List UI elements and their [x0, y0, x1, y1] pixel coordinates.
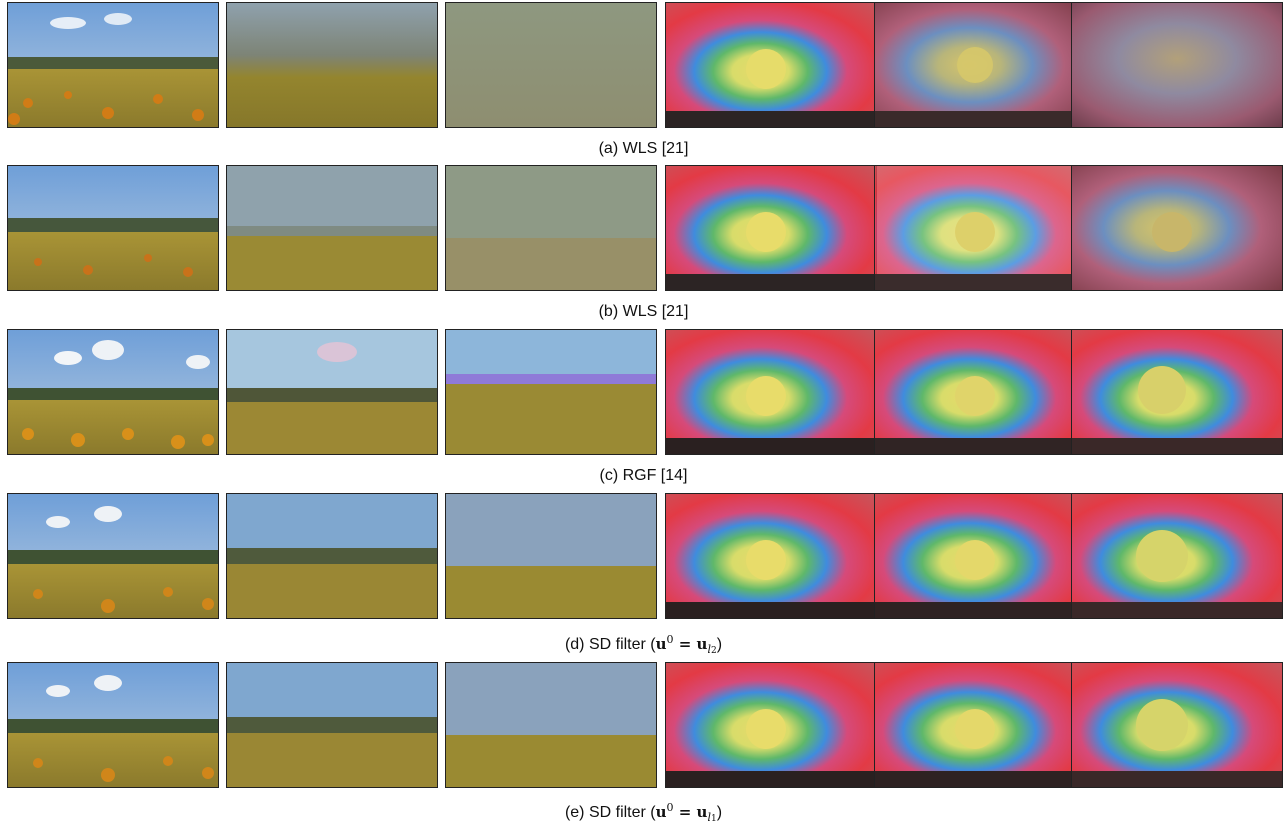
caption-c-label: (c) RGF [14] [599, 467, 688, 484]
sunflower-field-image [7, 165, 219, 291]
caption-b-label: (b) WLS [21] [598, 303, 689, 320]
row-e [7, 662, 1283, 790]
math-subsub: 1 [710, 814, 717, 824]
caption-c: (c) RGF [14] [0, 466, 1287, 486]
balloon-image [665, 662, 877, 788]
caption-e: (e) SD filter (u0 = ul1) [0, 798, 1287, 829]
rgf-smoothed-field-1 [226, 329, 438, 455]
sd-smoothed-field-1 [226, 662, 438, 788]
balloon-image [665, 493, 877, 619]
caption-d-label: (d) SD filter ( [564, 636, 656, 653]
sunflower-field-image [7, 493, 219, 619]
caption-d-math: u0 = ul2 [655, 633, 717, 656]
caption-e-math: u0 = ul1 [655, 801, 717, 824]
math-subsub: 2 [710, 646, 717, 656]
wls-smoothed-field-1 [226, 165, 438, 291]
caption-d: (d) SD filter (u0 = ul2) [0, 630, 1287, 661]
caption-e-label: (e) SD filter ( [564, 804, 656, 821]
caption-b: (b) WLS [21] [0, 302, 1287, 322]
rgf-smoothed-balloon-2 [1071, 329, 1283, 455]
math-eq: = u [673, 635, 708, 653]
sd-smoothed-balloon-2 [1071, 493, 1283, 619]
math-u: u [655, 635, 667, 653]
math-sub: l [707, 811, 711, 824]
math-sup: 0 [666, 801, 674, 814]
row-a [7, 2, 1283, 130]
math-sup: 0 [666, 633, 674, 646]
math-eq: = u [673, 803, 708, 821]
balloon-image [665, 329, 877, 455]
row-d [7, 493, 1283, 621]
wls-smoothed-balloon-2 [1071, 2, 1283, 128]
wls-smoothed-field-2 [445, 2, 657, 128]
rgf-smoothed-balloon-1 [874, 329, 1086, 455]
sunflower-field-image [7, 2, 219, 128]
wls-smoothed-field-2 [445, 165, 657, 291]
sd-smoothed-field-1 [226, 493, 438, 619]
caption-e-close: ) [716, 804, 723, 821]
row-b [7, 165, 1283, 293]
sd-smoothed-balloon-1 [874, 493, 1086, 619]
wls-smoothed-field-1 [226, 2, 438, 128]
wls-smoothed-balloon-2 [1071, 165, 1283, 291]
caption-d-close: ) [716, 636, 723, 653]
caption-a-label: (a) WLS [21] [598, 140, 689, 157]
rgf-smoothed-field-2 [445, 329, 657, 455]
sd-smoothed-balloon-1 [874, 662, 1086, 788]
wls-smoothed-balloon-1 [874, 2, 1086, 128]
wls-smoothed-balloon-1 [874, 165, 1086, 291]
sd-smoothed-field-2 [445, 662, 657, 788]
sd-smoothed-balloon-2 [1071, 662, 1283, 788]
sd-smoothed-field-2 [445, 493, 657, 619]
balloon-image [665, 2, 877, 128]
sunflower-field-image [7, 329, 219, 455]
caption-a: (a) WLS [21] [0, 139, 1287, 159]
balloon-image [665, 165, 877, 291]
math-sub: l [707, 643, 711, 656]
math-u: u [655, 803, 667, 821]
row-c [7, 329, 1283, 457]
sunflower-field-image [7, 662, 219, 788]
